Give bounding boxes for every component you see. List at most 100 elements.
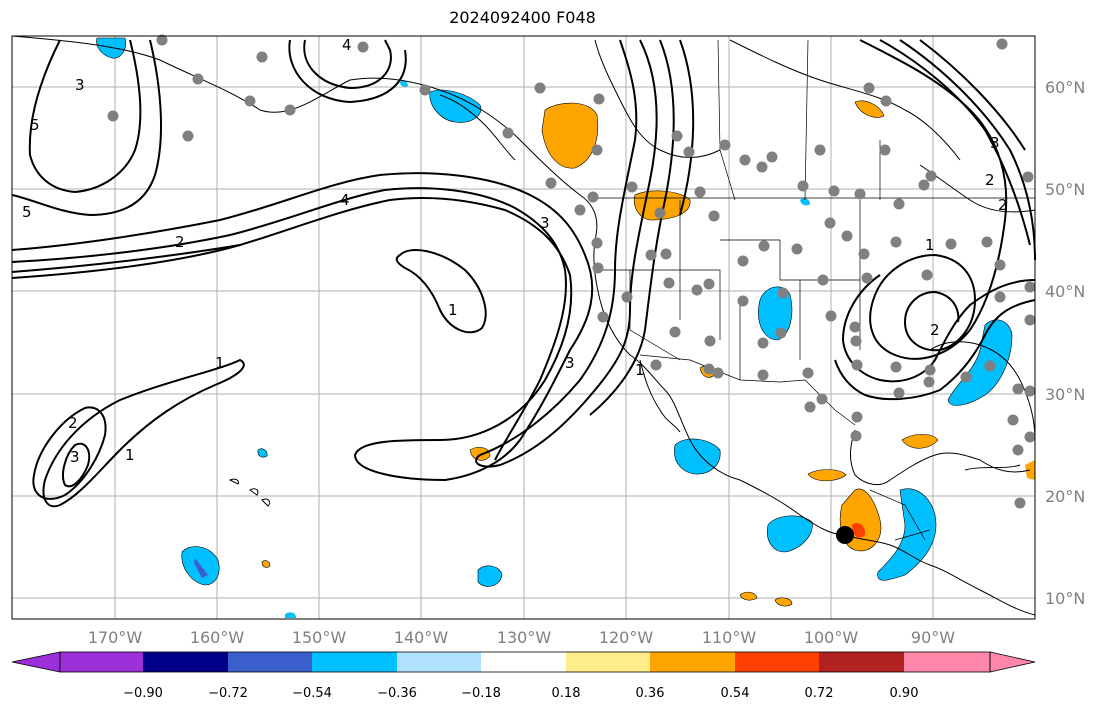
station-dot (691, 284, 703, 296)
station-dot (1022, 171, 1034, 183)
lon-label: 150°W (292, 628, 347, 647)
station-dot (419, 84, 431, 96)
lon-label: 170°W (88, 628, 143, 647)
contour-label: 2 (998, 196, 1008, 214)
station-dot (182, 130, 194, 142)
station-dot (757, 369, 769, 381)
colorbar-extend-min (11, 651, 61, 673)
contour-label: 1 (925, 236, 935, 254)
station-dot (694, 186, 706, 198)
contour-lines (11, 39, 1036, 508)
station-dot (671, 130, 683, 142)
contour-label: 3 (990, 134, 1000, 152)
lat-label: 60°N (1045, 78, 1085, 97)
station-dot (703, 363, 715, 375)
contour-label: 1 (125, 446, 135, 464)
colorbar-outline (59, 651, 991, 673)
station-dot (645, 249, 657, 261)
contour-label: 2 (68, 414, 78, 432)
lat-label: 50°N (1045, 180, 1085, 199)
station-dot (996, 38, 1008, 50)
station-dot (791, 243, 803, 255)
colorbar-tick-label: −0.18 (461, 686, 501, 701)
station-dot (923, 376, 935, 388)
station-dot (1024, 431, 1036, 443)
station-dot (841, 230, 853, 242)
station-dot (156, 34, 168, 46)
lon-label: 100°W (804, 628, 859, 647)
station-dot (545, 177, 557, 189)
station-dot (1024, 281, 1036, 293)
colorbar-tick-label: −0.72 (208, 686, 248, 701)
station-dot (994, 259, 1006, 271)
station-dot (775, 327, 787, 339)
contour-label: 1 (215, 354, 225, 372)
station-dot (893, 387, 905, 399)
station-dot (621, 291, 633, 303)
contour-label: 3 (75, 76, 85, 94)
colorbar-tick-label: 0.72 (805, 686, 834, 701)
station-dots (107, 34, 1036, 509)
station-dot (756, 161, 768, 173)
station-dot (816, 393, 828, 405)
latitude-labels: 60°N 50°N 40°N 30°N 20°N 10°N (1045, 78, 1085, 608)
colorbar-tick-label: −0.54 (292, 686, 332, 701)
station-dot (597, 311, 609, 323)
station-dot (719, 139, 731, 151)
colorbar-segment (312, 652, 397, 672)
contour-label: 5 (30, 116, 40, 134)
lon-label: 160°W (190, 628, 245, 647)
station-dot (918, 179, 930, 191)
station-dot (626, 181, 638, 193)
station-dot (591, 237, 603, 249)
station-dot (777, 287, 789, 299)
station-dot (284, 104, 296, 116)
colorbar-segment (566, 652, 650, 672)
contour-label-group: 5 3 4 3 5 2 4 3 1 3 1 1 2 3 1 2 1 2 2 (22, 36, 1008, 466)
colorbar-segment (735, 652, 819, 672)
station-dot (1014, 497, 1026, 509)
colorbar-extend-max (989, 651, 1036, 673)
lon-label: 120°W (599, 628, 654, 647)
station-dot (758, 240, 770, 252)
colorbar (11, 651, 1036, 673)
station-dot (924, 364, 936, 376)
station-dot (650, 359, 662, 371)
station-dot (802, 367, 814, 379)
colorbar-segment (819, 652, 904, 672)
station-dot (534, 82, 546, 94)
station-dot (256, 51, 268, 63)
station-dot (850, 335, 862, 347)
station-dot (592, 262, 604, 274)
colorbar-segment (397, 652, 481, 672)
map-title: 2024092400 F048 (449, 8, 596, 27)
contour-label: 4 (342, 36, 352, 54)
lat-label: 10°N (1045, 589, 1085, 608)
colorbar-tick-label: 0.90 (890, 686, 919, 701)
station-dot (828, 185, 840, 197)
colorbar-segment (904, 652, 990, 672)
colorbar-segment (650, 652, 735, 672)
contour-label: 3 (70, 448, 80, 466)
station-dot (502, 127, 514, 139)
station-dot (703, 278, 715, 290)
contour-label: 2 (930, 321, 940, 339)
lat-label: 30°N (1045, 385, 1085, 404)
station-dot (861, 272, 873, 284)
storm-marker (836, 526, 854, 544)
colorbar-tick-label: −0.90 (123, 686, 163, 701)
station-dot (863, 82, 875, 94)
station-dot (357, 41, 369, 53)
station-dot (766, 151, 778, 163)
station-dot (921, 269, 933, 281)
station-dot (1024, 314, 1036, 326)
station-dot (849, 321, 861, 333)
contour-label: 4 (340, 191, 350, 209)
station-dot (669, 326, 681, 338)
station-dot (984, 360, 996, 372)
station-dot (591, 144, 603, 156)
colorbar-segment (143, 652, 228, 672)
station-dot (858, 248, 870, 260)
station-dot (893, 198, 905, 210)
